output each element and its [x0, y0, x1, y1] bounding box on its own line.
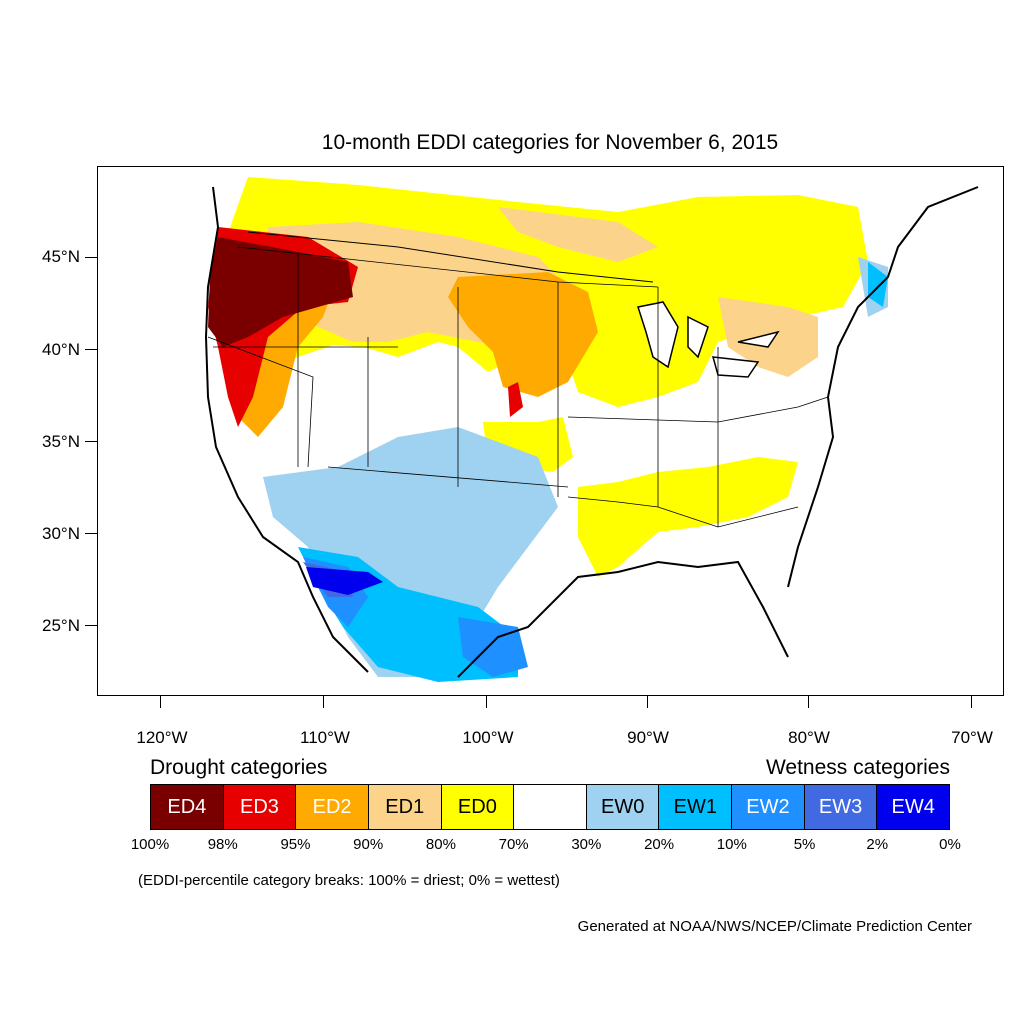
percent-break-label: 10%: [716, 836, 747, 853]
wetness-heading: Wetness categories: [765, 756, 950, 779]
percent-break-label: 95%: [280, 836, 311, 853]
legend-box-ed2: ED2: [296, 785, 369, 829]
eddi-map: [203, 177, 979, 687]
lon-label-120: 120°W: [136, 728, 188, 747]
us-canada-border: [247, 231, 654, 283]
coastline: [204, 186, 979, 678]
lat-tick: [85, 349, 97, 350]
lat-label-35: 35°N: [42, 432, 80, 451]
lon-tick: [160, 696, 161, 708]
legend-box-ew4: EW4: [877, 785, 950, 829]
percent-break-label: 90%: [353, 836, 384, 853]
state-boundaries: [207, 246, 829, 528]
lon-label-90: 90°W: [627, 728, 669, 747]
lat-tick: [85, 441, 97, 442]
legend-box-ed4: ED4: [151, 785, 224, 829]
percent-break-label: 5%: [793, 836, 816, 853]
legend-box-neutral: [514, 785, 587, 829]
percent-break-label: 2%: [866, 836, 889, 853]
great-lakes: [637, 301, 780, 378]
lon-tick: [647, 696, 648, 708]
legend-box-ew2: EW2: [732, 785, 805, 829]
legend-box-ed1: ED1: [368, 785, 442, 829]
map-frame: [97, 166, 1004, 696]
ed2-dakotas: [448, 272, 598, 397]
legend-box-ed3: ED3: [223, 785, 297, 829]
legend-box-ew1: EW1: [659, 785, 733, 829]
ed4-pacific-northwest: [208, 237, 353, 347]
lat-tick: [85, 533, 97, 534]
lon-label-100: 100°W: [462, 728, 514, 747]
lon-tick: [323, 696, 324, 708]
percent-break-label: 80%: [425, 836, 456, 853]
lat-tick: [85, 257, 97, 258]
lat-label-45: 45°N: [42, 247, 80, 266]
lat-label-25: 25°N: [42, 616, 80, 635]
ed1-canada: [498, 207, 658, 262]
percent-break-label: 30%: [571, 836, 602, 853]
lon-label-110: 110°W: [300, 728, 350, 747]
legend-box-ew0: EW0: [586, 785, 660, 829]
lat-label-40: 40°N: [42, 340, 80, 359]
credit-text: Generated at NOAA/NWS/NCEP/Climate Predi…: [577, 918, 972, 935]
lat-tick: [85, 625, 97, 626]
map-title: 10-month EDDI categories for November 6,…: [321, 131, 779, 154]
percent-break-label: 20%: [644, 836, 675, 853]
legend-box-ed0: ED0: [441, 785, 515, 829]
lon-label-70: 70°W: [951, 728, 993, 747]
percent-break-label: 0%: [939, 836, 961, 853]
legend-box-ew3: EW3: [804, 785, 878, 829]
lon-tick: [808, 696, 809, 708]
category-note: (EDDI-percentile category breaks: 100% =…: [138, 872, 560, 889]
ed3-plains-spot: [508, 382, 523, 417]
lon-tick: [486, 696, 487, 708]
percent-break-label: 100%: [130, 836, 170, 853]
ew4-sonora: [306, 567, 383, 595]
lon-label-80: 80°W: [788, 728, 830, 747]
legend-color-bar: ED4 ED3 ED2 ED1 ED0 EW0 EW1 EW2 EW3 EW4: [150, 784, 950, 830]
drought-heading: Drought categories: [150, 756, 328, 779]
percent-break-label: 70%: [498, 836, 529, 853]
lat-label-30: 30°N: [42, 524, 80, 543]
ew1-newengland: [868, 262, 888, 307]
percent-break-label: 98%: [207, 836, 238, 853]
lon-tick: [971, 696, 972, 708]
